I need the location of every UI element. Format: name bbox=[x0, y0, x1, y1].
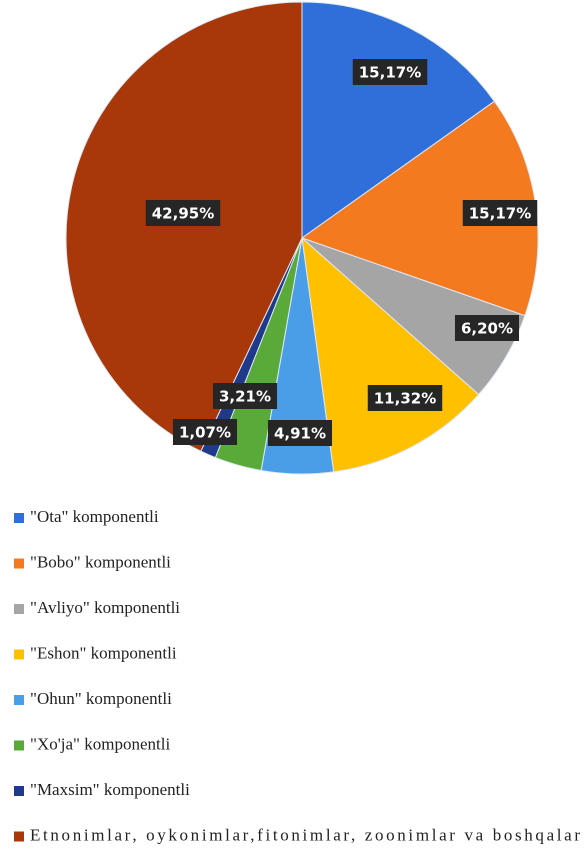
legend-swatch bbox=[14, 604, 24, 614]
legend-swatch bbox=[14, 558, 24, 569]
data-label: 3,21% bbox=[219, 388, 271, 406]
legend-label: "Ota" komponentli bbox=[30, 507, 159, 526]
label-box bbox=[352, 59, 428, 85]
data-label: 15,17% bbox=[359, 64, 421, 82]
legend-swatch bbox=[14, 513, 24, 523]
data-label: 4,91% bbox=[274, 425, 326, 443]
legend-label: Etnonimlar, oykonimlar,fitonimlar, zooni… bbox=[30, 825, 580, 844]
data-label: 42,95% bbox=[152, 205, 214, 223]
legend-label: "Xo'ja" komponentli bbox=[30, 734, 170, 753]
legend-swatch bbox=[14, 695, 24, 705]
label-box bbox=[145, 200, 221, 226]
legend-label: "Ohun" komponentli bbox=[30, 689, 172, 708]
label-box bbox=[212, 383, 278, 409]
legend-swatch bbox=[14, 786, 24, 796]
data-label: 11,32% bbox=[374, 390, 436, 408]
data-label: 1,07% bbox=[179, 424, 231, 442]
legend-label: "Avliyo" komponentli bbox=[30, 598, 180, 617]
label-box bbox=[172, 419, 238, 445]
label-box bbox=[267, 420, 333, 446]
legend-label: "Maxsim" komponentli bbox=[30, 780, 190, 799]
data-label: 15,17% bbox=[469, 205, 531, 223]
legend-swatch bbox=[14, 740, 24, 751]
pie-slice bbox=[301, 236, 480, 473]
pie-slice bbox=[301, 1, 496, 239]
legend-label: "Eshon" komponentli bbox=[30, 643, 177, 662]
label-box bbox=[367, 385, 443, 411]
label-box bbox=[462, 200, 538, 226]
pie-slice bbox=[65, 1, 303, 452]
legend-swatch bbox=[14, 831, 24, 842]
data-label: 6,20% bbox=[461, 320, 513, 338]
legend-swatch bbox=[14, 649, 24, 660]
label-box bbox=[454, 315, 520, 341]
legend-label: "Bobo" komponentli bbox=[30, 552, 171, 571]
